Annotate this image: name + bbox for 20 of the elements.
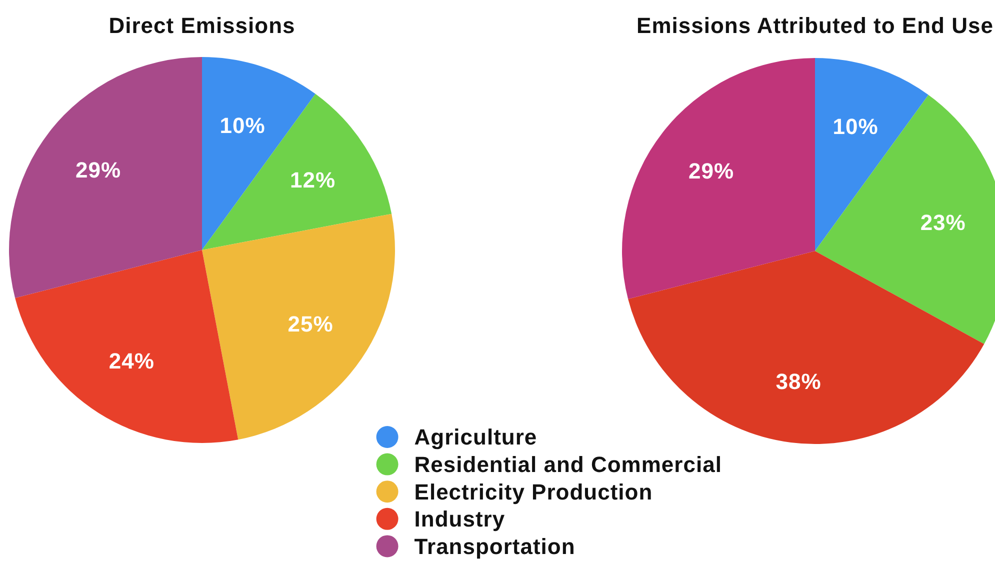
legend-label: Agriculture	[414, 424, 538, 450]
data-label: 24%	[108, 348, 154, 374]
data-label: 38%	[776, 368, 822, 394]
data-label: 29%	[688, 158, 734, 184]
data-label: 23%	[920, 210, 966, 236]
pie-slice	[9, 57, 202, 298]
legend-label: Electricity Production	[414, 479, 653, 504]
data-label: 10%	[220, 112, 266, 138]
chart-title: Direct Emissions	[108, 13, 296, 38]
legend-label: Industry	[414, 506, 506, 532]
data-label: 25%	[288, 311, 334, 336]
pie-slice	[15, 250, 238, 443]
chart-title: Emissions Attributed to End Use	[636, 13, 994, 38]
data-label: 10%	[832, 114, 878, 139]
data-label: 12%	[290, 167, 336, 192]
pie-slice	[202, 214, 395, 440]
legend-label: Transportation	[414, 534, 576, 559]
data-label: 29%	[76, 157, 122, 182]
legend-label: Residential and Commercial	[414, 452, 722, 477]
pie-slice	[202, 94, 392, 250]
